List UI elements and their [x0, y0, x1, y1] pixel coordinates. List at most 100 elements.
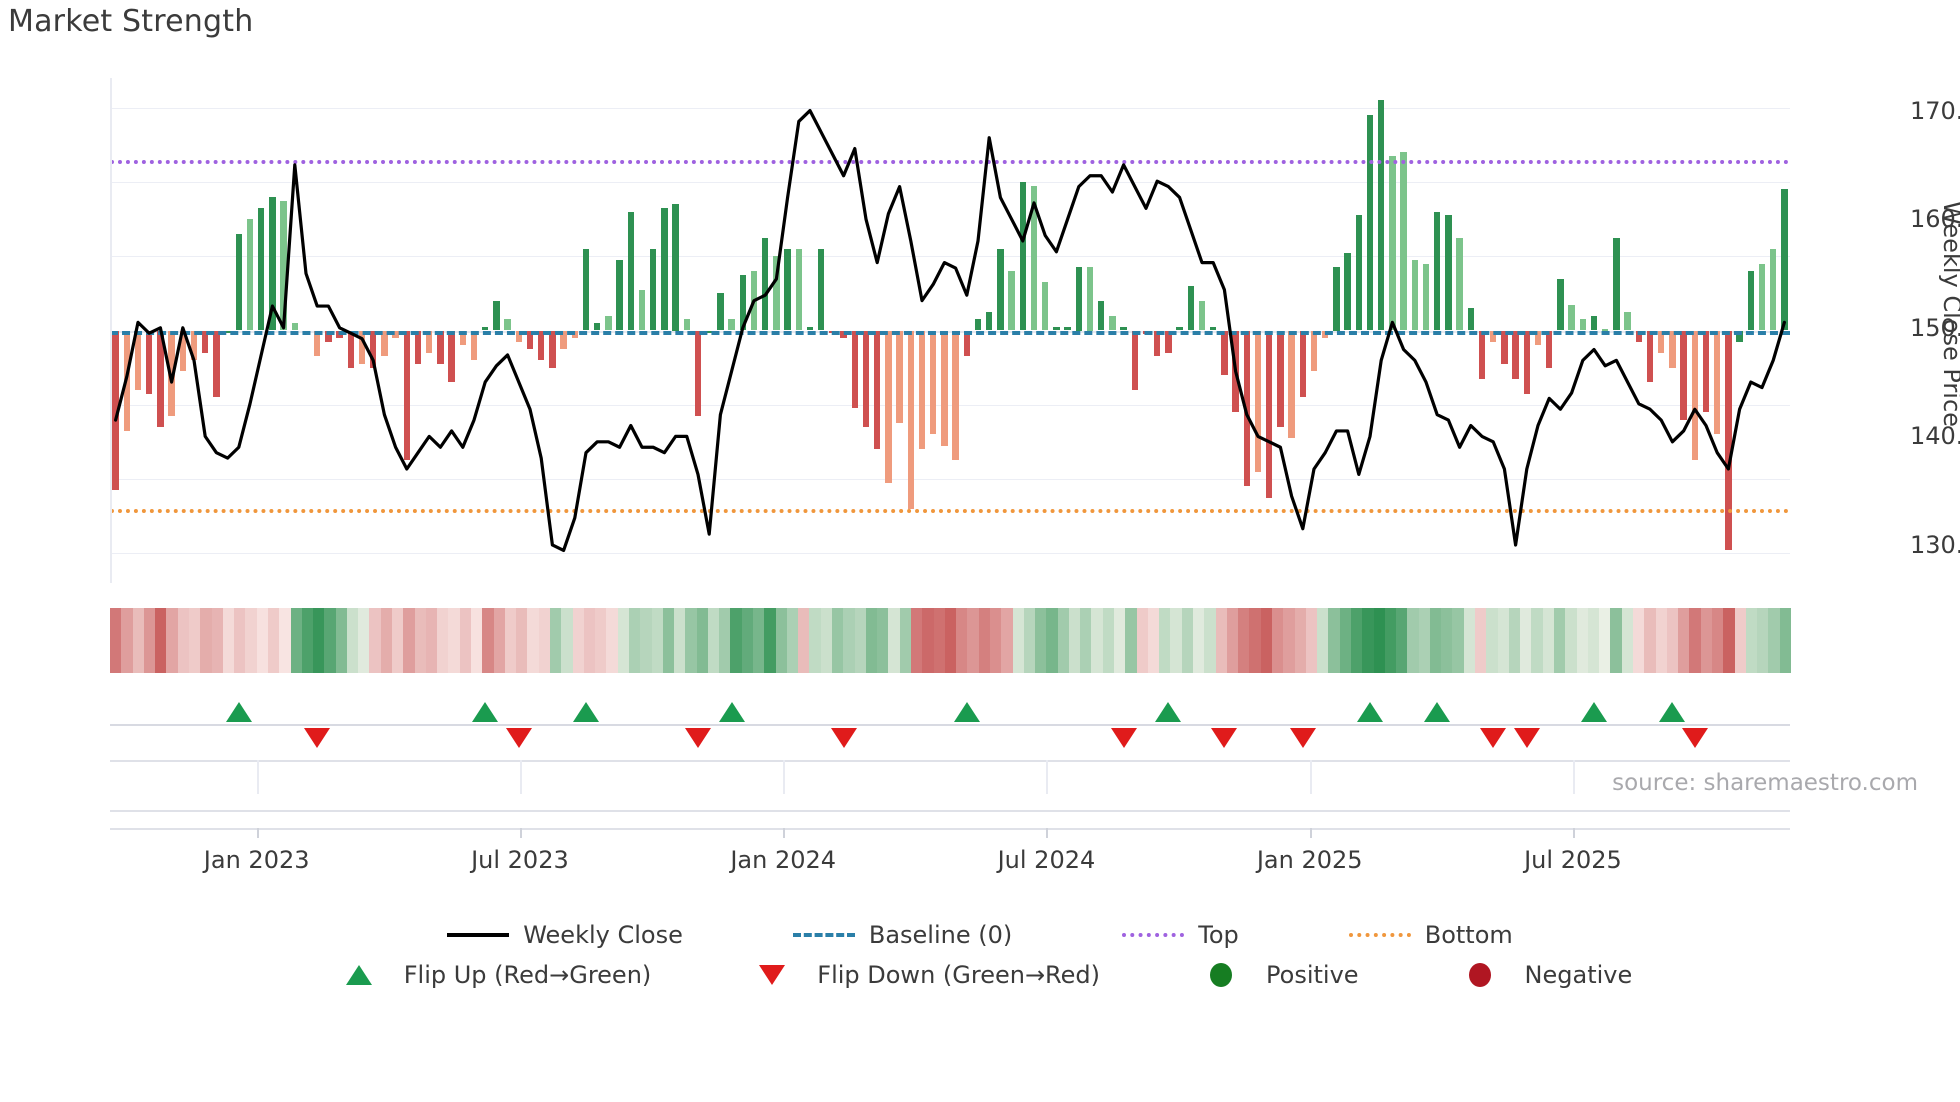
- heatmap-cell: [1396, 608, 1408, 673]
- flip-axis-line: [110, 724, 1790, 726]
- bar-positive: [482, 326, 489, 331]
- bar-positive: [661, 207, 668, 331]
- bar-negative: [459, 330, 466, 346]
- bar-positive: [627, 211, 634, 331]
- bar-positive: [1075, 267, 1082, 331]
- weekly-close-line: [113, 108, 1787, 553]
- bar-positive: [986, 311, 993, 331]
- legend-label: Bottom: [1424, 921, 1513, 949]
- bar-negative: [1165, 330, 1172, 353]
- x-tick: [1046, 828, 1049, 838]
- heatmap-cell: [313, 608, 325, 673]
- heatmap-cell: [504, 608, 517, 673]
- heatmap-cell: [1621, 608, 1633, 673]
- lower-axis-gridline: [519, 760, 522, 794]
- heatmap-cell: [414, 608, 426, 673]
- lower-axis-rule-top: [110, 760, 1790, 762]
- gridline: [110, 404, 1790, 406]
- heatmap-cell: [1520, 608, 1532, 673]
- heatmap-cell: [527, 608, 539, 673]
- legend-item-baseline[interactable]: Baseline (0): [792, 921, 1013, 949]
- heatmap-cell: [696, 608, 708, 673]
- bar-positive: [1467, 308, 1474, 331]
- line-swatch-icon-glyph: [447, 933, 510, 937]
- bar-positive: [235, 233, 242, 331]
- bar-positive: [1355, 215, 1362, 331]
- bar-positive: [672, 204, 679, 331]
- bar-negative: [1691, 330, 1698, 461]
- bar-negative: [146, 330, 153, 394]
- heatmap-cell: [820, 608, 832, 673]
- bar-positive: [1602, 329, 1609, 331]
- bar-negative: [1490, 330, 1497, 342]
- heatmap-cell: [1531, 608, 1543, 673]
- legend-item-weekly-close[interactable]: Weekly Close: [447, 921, 683, 949]
- bar-positive: [1389, 155, 1396, 331]
- legend-item-flip-up[interactable]: Flip Up (Red→Green): [328, 961, 651, 989]
- heatmap-cell: [1035, 608, 1047, 673]
- heatmap-cell: [1305, 608, 1318, 673]
- legend-label: Baseline (0): [868, 921, 1013, 949]
- baseline-reference-line: [110, 330, 1790, 335]
- bar-negative: [874, 330, 881, 450]
- x-axis-rule: [110, 828, 1790, 830]
- heatmap-cell: [1666, 608, 1679, 673]
- bar-positive: [1557, 278, 1564, 331]
- legend-item-bottom[interactable]: Bottom: [1348, 921, 1513, 949]
- heatmap-cell: [967, 608, 979, 673]
- bar-positive: [1176, 326, 1183, 331]
- flip-up-marker: [1155, 702, 1182, 722]
- bar-positive: [1378, 100, 1385, 331]
- heatmap-cell: [437, 608, 449, 673]
- bar-negative: [347, 330, 354, 368]
- heatmap-cell: [572, 608, 584, 673]
- heatmap-cell: [1587, 608, 1600, 673]
- bar-negative: [1501, 330, 1508, 364]
- bar-positive: [246, 219, 254, 331]
- strength-heatmap-strip: [110, 608, 1791, 673]
- bar-positive: [1008, 271, 1015, 331]
- legend-row-markers: Flip Up (Red→Green) Flip Down (Green→Red)…: [0, 955, 1960, 995]
- legend-item-flip-down[interactable]: Flip Down (Green→Red): [741, 961, 1100, 989]
- heatmap-cell: [989, 608, 1002, 673]
- heatmap-cell: [1452, 608, 1464, 673]
- bar-negative: [1221, 330, 1228, 376]
- flip-down-marker: [1513, 728, 1540, 748]
- heatmap-cell: [1046, 608, 1058, 673]
- legend-item-positive[interactable]: Positive: [1190, 961, 1359, 989]
- heatmap-cell: [865, 608, 878, 673]
- heatmap-cell: [1576, 608, 1588, 673]
- triangle-up-icon: [328, 965, 390, 985]
- heatmap-cell: [1350, 608, 1363, 673]
- heatmap-cell: [933, 608, 945, 673]
- lower-axis-gridline: [1309, 760, 1312, 794]
- bar-negative: [370, 330, 377, 368]
- bar-negative: [952, 330, 959, 461]
- bar-positive: [1411, 259, 1418, 331]
- bar-negative: [426, 330, 433, 353]
- bottom-reference-line: [110, 508, 1790, 513]
- dotted-line-icon-glyph: [1122, 933, 1185, 937]
- heatmap-cell: [1238, 608, 1250, 673]
- heatmap-cell: [1362, 608, 1374, 673]
- lower-axis-gridline: [783, 760, 786, 794]
- triangle-down-icon-glyph: [759, 965, 786, 985]
- bar-positive: [1198, 300, 1206, 331]
- bar-positive: [1568, 304, 1575, 331]
- bar-positive: [1120, 326, 1127, 331]
- bar-positive: [1064, 326, 1071, 331]
- x-tick-label: Jan 2023: [203, 846, 310, 874]
- lower-axis-rule-bottom: [110, 810, 1790, 812]
- bar-positive: [1613, 237, 1620, 331]
- heatmap-cell: [1486, 608, 1498, 673]
- x-tick-label: Jan 2024: [730, 846, 837, 874]
- lower-axis-area: [110, 760, 1790, 830]
- heatmap-cell: [832, 608, 844, 673]
- flip-up-marker: [225, 702, 252, 722]
- legend-item-negative[interactable]: Negative: [1449, 961, 1632, 989]
- legend-item-top[interactable]: Top: [1122, 921, 1239, 949]
- bar-negative: [1669, 330, 1676, 368]
- bar-positive: [728, 319, 735, 331]
- heatmap-cell: [290, 608, 302, 673]
- bar-negative: [851, 330, 858, 409]
